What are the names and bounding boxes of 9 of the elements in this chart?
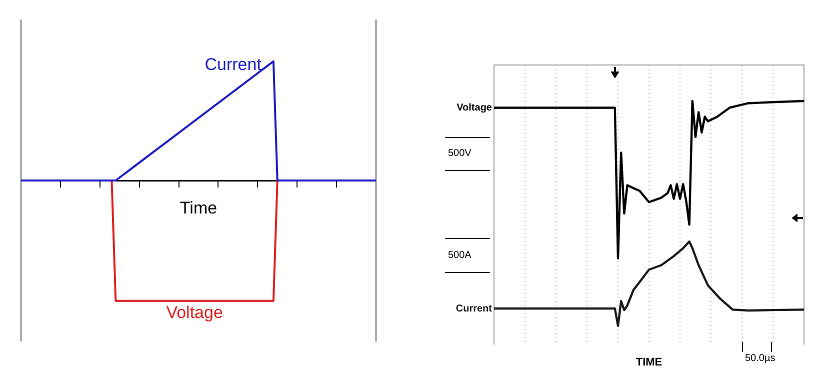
series-label: Voltage <box>166 303 223 322</box>
text: 500V <box>445 137 490 171</box>
series-label: Current <box>456 303 493 314</box>
text: 50.0µs <box>745 353 776 364</box>
x-axis-title: Time <box>180 198 218 218</box>
x-axis-title: TIME <box>636 356 662 368</box>
text: 500A <box>445 238 490 273</box>
series-label: Voltage <box>456 102 492 114</box>
series-label: Current <box>204 55 262 74</box>
